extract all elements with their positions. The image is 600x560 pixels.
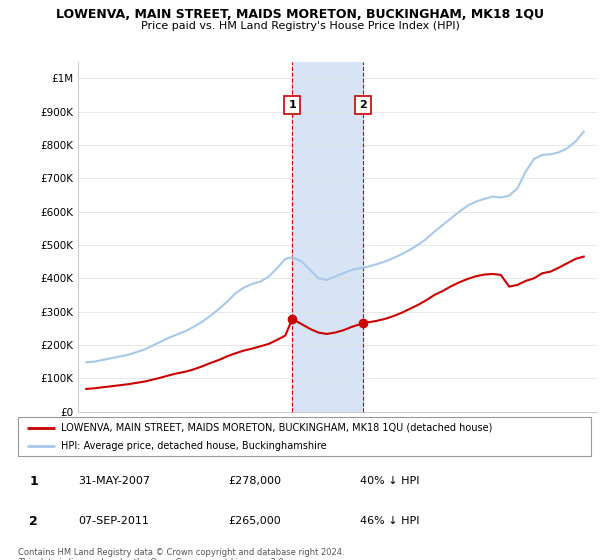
- Text: £278,000: £278,000: [228, 476, 281, 486]
- Text: Price paid vs. HM Land Registry's House Price Index (HPI): Price paid vs. HM Land Registry's House …: [140, 21, 460, 31]
- Text: £265,000: £265,000: [228, 516, 281, 526]
- Text: Contains HM Land Registry data © Crown copyright and database right 2024.
This d: Contains HM Land Registry data © Crown c…: [18, 548, 344, 560]
- Text: LOWENVA, MAIN STREET, MAIDS MORETON, BUCKINGHAM, MK18 1QU: LOWENVA, MAIN STREET, MAIDS MORETON, BUC…: [56, 8, 544, 21]
- Text: 2: 2: [359, 100, 367, 110]
- Text: LOWENVA, MAIN STREET, MAIDS MORETON, BUCKINGHAM, MK18 1QU (detached house): LOWENVA, MAIN STREET, MAIDS MORETON, BUC…: [61, 423, 493, 433]
- Text: 1: 1: [29, 474, 38, 488]
- Text: 46% ↓ HPI: 46% ↓ HPI: [360, 516, 419, 526]
- FancyBboxPatch shape: [18, 417, 591, 456]
- Text: 31-MAY-2007: 31-MAY-2007: [78, 476, 150, 486]
- Bar: [292, 62, 363, 412]
- Text: HPI: Average price, detached house, Buckinghamshire: HPI: Average price, detached house, Buck…: [61, 441, 326, 451]
- Text: 40% ↓ HPI: 40% ↓ HPI: [360, 476, 419, 486]
- Text: 07-SEP-2011: 07-SEP-2011: [78, 516, 149, 526]
- Text: 1: 1: [289, 100, 296, 110]
- Text: 2: 2: [29, 515, 38, 528]
